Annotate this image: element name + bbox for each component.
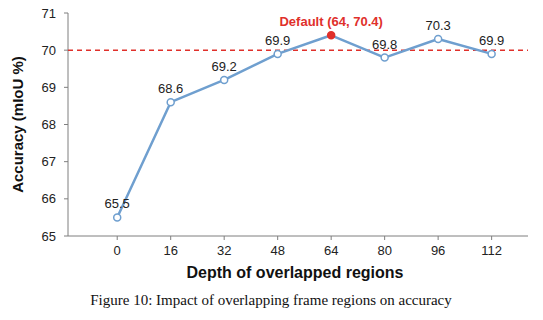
reference-line	[68, 49, 528, 51]
marker	[328, 32, 335, 39]
x-tick	[117, 236, 118, 240]
y-tick	[64, 161, 68, 162]
data-label: 69.2	[212, 59, 237, 74]
marker	[488, 50, 495, 57]
x-tick-label: 112	[481, 243, 502, 258]
plot-area	[68, 32, 528, 221]
y-tick-label: 66	[42, 191, 56, 206]
data-label: 70.3	[425, 18, 450, 33]
y-tick-label: 69	[42, 80, 56, 95]
y-tick	[64, 87, 68, 88]
y-axis-label: Accuracy (mIoU %)	[9, 56, 26, 193]
y-tick-label: 70	[42, 43, 56, 58]
x-tick	[384, 236, 385, 240]
data-label: 69.9	[479, 33, 504, 48]
data-label: 69.9	[265, 33, 290, 48]
x-tick	[331, 236, 332, 240]
x-tick-label: 48	[270, 243, 284, 258]
x-tick-label: 16	[163, 243, 177, 258]
y-tick	[64, 50, 68, 51]
x-tick	[277, 236, 278, 240]
marker	[167, 99, 174, 106]
y-tick	[64, 124, 68, 125]
x-axis-label: Depth of overlapped regions	[187, 264, 404, 281]
y-tick-label: 68	[42, 117, 56, 132]
y-tick-label: 71	[42, 6, 56, 21]
marker	[435, 36, 442, 43]
marker	[381, 54, 388, 61]
y-tick	[64, 236, 68, 237]
x-tick	[491, 236, 492, 240]
x-tick-label: 96	[431, 243, 445, 258]
y-tick-label: 67	[42, 154, 56, 169]
x-tick	[170, 236, 171, 240]
data-label: 65.5	[105, 196, 130, 211]
data-label: 69.8	[372, 37, 397, 52]
data-label: 68.6	[158, 81, 183, 96]
chart: 65 66 67 68 69 70 71 0 16 32 48 64 80 96 112 Depth of o…	[0, 0, 543, 320]
x-tick	[438, 236, 439, 240]
y-tick-label: 65	[42, 229, 56, 244]
x-axis	[68, 236, 528, 237]
x-tick-label: 80	[377, 243, 391, 258]
x-tick-label: 0	[114, 243, 121, 258]
marker	[114, 214, 121, 221]
annotation: Default (64, 70.4)	[279, 14, 382, 29]
x-tick-label: 32	[217, 243, 231, 258]
caption: Figure 10: Impact of overlapping frame r…	[90, 292, 452, 308]
marker	[221, 76, 228, 83]
marker	[274, 50, 281, 57]
x-tick-label: 64	[324, 243, 338, 258]
x-tick	[224, 236, 225, 240]
line	[117, 35, 491, 217]
y-tick	[64, 198, 68, 199]
y-tick	[64, 13, 68, 14]
